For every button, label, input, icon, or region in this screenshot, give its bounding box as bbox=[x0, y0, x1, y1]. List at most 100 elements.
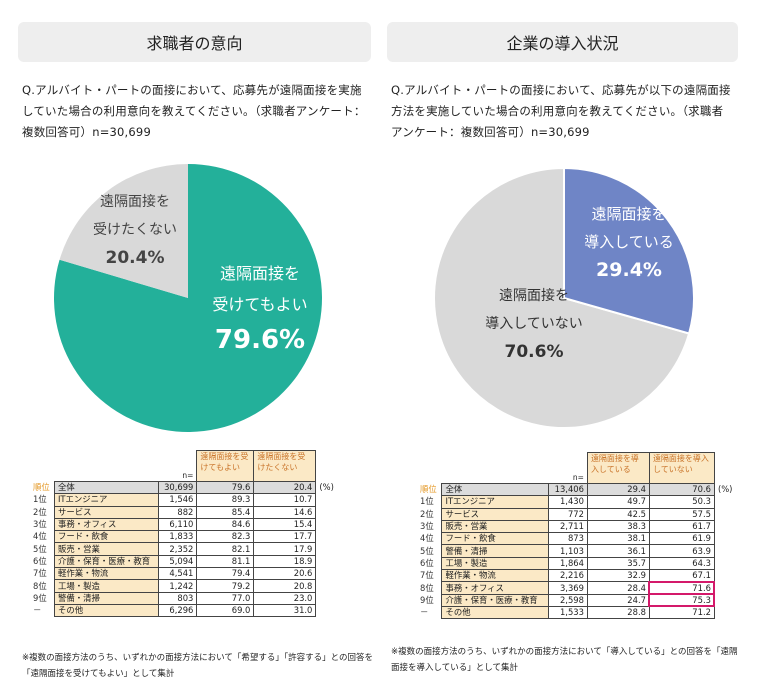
n-cell: 4,541 bbox=[158, 567, 198, 581]
rank-cell: － bbox=[33, 605, 42, 616]
table-row: 3位 販売・営業 2,711 38.3 61.7 bbox=[417, 519, 737, 534]
rank-cell: 3位 bbox=[420, 521, 434, 532]
category-cell: 工場・製造 bbox=[53, 579, 160, 593]
category-cell: 介護・保育・医療・教育 bbox=[53, 554, 160, 569]
value1-cell: 79.4 bbox=[196, 567, 255, 581]
value1-cell: 49.7 bbox=[586, 495, 650, 509]
category-cell: フード・飲食 bbox=[53, 530, 160, 544]
unit-cell bbox=[316, 568, 338, 580]
value2-cell: 18.9 bbox=[253, 554, 317, 569]
table-row: 3位 事務・オフィス 6,110 84.6 15.4 bbox=[30, 517, 338, 532]
n-cell: 2,216 bbox=[547, 569, 588, 583]
value1-cell: 81.1 bbox=[196, 554, 255, 569]
value2-cell: 61.7 bbox=[648, 519, 715, 534]
value2-cell: 61.9 bbox=[648, 532, 715, 546]
value1-cell: 89.3 bbox=[196, 493, 255, 507]
category-cell: サービス bbox=[53, 505, 160, 519]
left-table: n= 遠隔面接を受けてもよい 遠隔面接を受けたくない 順位 全体 30,699 79.… bbox=[30, 450, 338, 618]
category-cell: ITエンジニア bbox=[53, 493, 160, 507]
n-cell: 1,242 bbox=[158, 579, 198, 593]
right-question: Q.アルバイト・パートの面接において、応募先が以下の遠隔面接 方法を実施していた… bbox=[391, 83, 731, 139]
n-cell: 6,110 bbox=[158, 517, 198, 532]
rank-cell: 2位 bbox=[420, 508, 434, 519]
rank-cell: 9位 bbox=[33, 592, 47, 603]
unit-cell bbox=[714, 570, 737, 582]
category-cell: 全体 bbox=[53, 480, 160, 495]
value1-cell: 42.5 bbox=[586, 507, 650, 521]
table-row: 7位 軽作業・物流 2,216 32.9 67.1 bbox=[417, 569, 737, 583]
value2-cell: 67.1 bbox=[648, 569, 715, 583]
rank-cell: 4位 bbox=[420, 533, 434, 544]
value2-cell: 71.2 bbox=[648, 605, 715, 620]
table-row: 6位 工場・製造 1,864 35.7 64.3 bbox=[417, 556, 737, 571]
table-row: 2位 サービス 772 42.5 57.5 bbox=[417, 507, 737, 521]
n-cell: 772 bbox=[547, 507, 588, 521]
value1-cell: 36.1 bbox=[586, 544, 650, 558]
rank-cell: 7位 bbox=[33, 568, 47, 579]
pie-slice-decline bbox=[59, 164, 189, 298]
rank-cell: 6位 bbox=[33, 555, 47, 566]
left-note: ※複数の面接方法のうち、いずれかの面接方法において「希望する」「許容する」との回… bbox=[22, 653, 374, 679]
value2-cell: 20.4 bbox=[253, 480, 317, 495]
table-row: 5位 警備・清掃 1,103 36.1 63.9 bbox=[417, 544, 737, 558]
unit-cell bbox=[316, 592, 338, 604]
value1-cell: 38.3 bbox=[586, 519, 650, 534]
n-cell: 13,406 bbox=[547, 482, 588, 497]
table-row: 7位 軽作業・物流 4,541 79.4 20.6 bbox=[30, 567, 338, 581]
unit-cell bbox=[714, 557, 737, 569]
category-cell: ITエンジニア bbox=[441, 495, 549, 509]
rank-cell: 順位 bbox=[420, 484, 437, 495]
unit-cell bbox=[316, 518, 338, 530]
value2-cell: 64.3 bbox=[648, 556, 715, 571]
n-cell: 2,352 bbox=[158, 542, 198, 556]
category-cell: 警備・清掃 bbox=[53, 591, 160, 605]
pie-slice-accept bbox=[54, 164, 323, 433]
value2-cell: 15.4 bbox=[253, 517, 317, 532]
n-cell: 30,699 bbox=[158, 480, 198, 495]
rank-cell: 1位 bbox=[420, 496, 434, 507]
n-cell: 1,546 bbox=[158, 493, 198, 507]
right-major-label: 遠隔面接を 導入していない 70.6% bbox=[485, 288, 583, 362]
left-minor-label: 遠隔面接を 受けたくない 20.4% bbox=[93, 194, 177, 268]
value2-cell: 71.6 bbox=[648, 580, 716, 596]
table-row: 9位 介護・保育・医療・教育 2,598 24.7 75.3 bbox=[417, 593, 737, 608]
category-cell: 軽作業・物流 bbox=[53, 567, 160, 581]
pie-slice-introduced bbox=[563, 166, 695, 335]
unit-cell bbox=[316, 494, 338, 506]
category-cell: 工場・製造 bbox=[441, 556, 549, 571]
pie-slice-not-introduced bbox=[433, 166, 691, 429]
table-row: 順位 全体 30,699 79.6 20.4 (%) bbox=[30, 480, 338, 495]
value1-cell: 77.0 bbox=[196, 591, 255, 605]
left-pie-chart bbox=[54, 164, 323, 433]
right-minor-label: 遠隔面接を 導入している 29.4% bbox=[584, 205, 674, 281]
value1-cell: 24.7 bbox=[586, 593, 650, 607]
table-row: 8位 工場・製造 1,242 79.2 20.8 bbox=[30, 579, 338, 593]
unit-cell bbox=[714, 594, 737, 606]
value2-cell: 50.3 bbox=[648, 495, 715, 509]
value1-cell: 82.1 bbox=[196, 542, 255, 556]
unit-cell bbox=[714, 545, 737, 557]
rank-cell: 3位 bbox=[33, 519, 47, 530]
rank-cell: 順位 bbox=[33, 482, 50, 493]
unit-cell bbox=[316, 580, 338, 592]
n-cell: 1,430 bbox=[547, 495, 588, 509]
value1-cell: 32.9 bbox=[586, 569, 650, 583]
table-row: 1位 ITエンジニア 1,430 49.7 50.3 bbox=[417, 495, 737, 509]
category-cell: 警備・清掃 bbox=[441, 544, 549, 558]
category-cell: 介護・保育・医療・教育 bbox=[441, 593, 549, 607]
value2-cell: 63.9 bbox=[648, 544, 715, 558]
value1-cell: 28.4 bbox=[586, 581, 650, 595]
value2-cell: 75.3 bbox=[648, 593, 716, 608]
table-row: 順位 全体 13,406 29.4 70.6 (%) bbox=[417, 482, 737, 497]
rank-cell: 4位 bbox=[33, 531, 47, 542]
category-cell: 全体 bbox=[441, 482, 549, 497]
category-cell: 販売・営業 bbox=[53, 542, 160, 556]
n-cell: 803 bbox=[158, 591, 198, 605]
n-cell: 1,533 bbox=[547, 605, 588, 620]
unit-cell bbox=[714, 508, 737, 520]
rank-cell: 8位 bbox=[33, 580, 47, 591]
rank-cell: 9位 bbox=[420, 594, 434, 605]
rank-cell: 5位 bbox=[420, 545, 434, 556]
value2-cell: 20.8 bbox=[253, 579, 317, 593]
table-row: 5位 販売・営業 2,352 82.1 17.9 bbox=[30, 542, 338, 556]
